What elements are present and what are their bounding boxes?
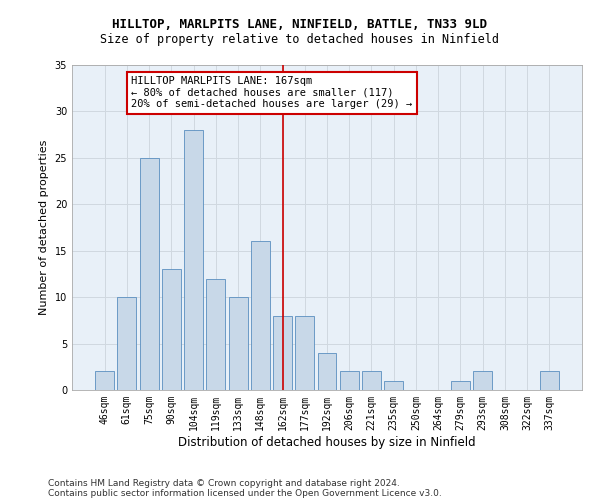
Bar [184,130,203,390]
Bar [473,372,492,390]
Bar [384,380,403,390]
Bar [118,297,136,390]
Text: Contains public sector information licensed under the Open Government Licence v3: Contains public sector information licen… [48,488,442,498]
Bar [451,380,470,390]
Text: Contains HM Land Registry data © Crown copyright and database right 2024.: Contains HM Land Registry data © Crown c… [48,478,400,488]
Bar [162,270,181,390]
Bar [206,278,225,390]
X-axis label: Distribution of detached houses by size in Ninfield: Distribution of detached houses by size … [178,436,476,448]
Bar [273,316,292,390]
Text: Size of property relative to detached houses in Ninfield: Size of property relative to detached ho… [101,32,499,46]
Y-axis label: Number of detached properties: Number of detached properties [39,140,49,315]
Bar [340,372,359,390]
Bar [362,372,381,390]
Bar [540,372,559,390]
Text: HILLTOP, MARLPITS LANE, NINFIELD, BATTLE, TN33 9LD: HILLTOP, MARLPITS LANE, NINFIELD, BATTLE… [113,18,487,30]
Bar [95,372,114,390]
Bar [229,297,248,390]
Bar [295,316,314,390]
Bar [251,242,270,390]
Bar [140,158,158,390]
Bar [317,353,337,390]
Text: HILLTOP MARLPITS LANE: 167sqm
← 80% of detached houses are smaller (117)
20% of : HILLTOP MARLPITS LANE: 167sqm ← 80% of d… [131,76,413,110]
